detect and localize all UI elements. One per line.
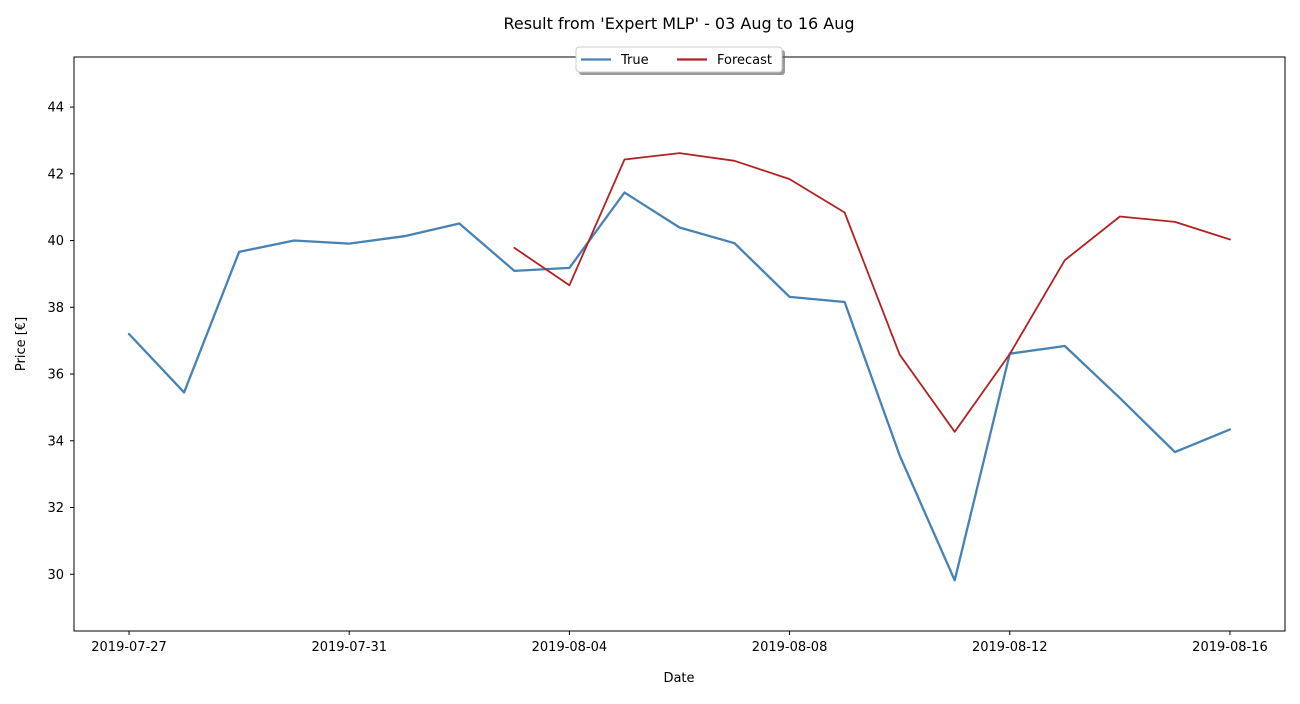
x-tick-label: 2019-08-08 [752, 640, 828, 655]
y-tick-label: 42 [47, 167, 64, 182]
x-tick-label: 2019-08-12 [972, 640, 1048, 655]
x-axis-label: Date [663, 671, 694, 686]
legend-label-forecast: Forecast [717, 53, 772, 68]
x-tick-label: 2019-07-27 [91, 640, 167, 655]
y-tick-label: 38 [47, 301, 64, 316]
x-tick-label: 2019-07-31 [311, 640, 387, 655]
legend-label-true: True [620, 53, 649, 68]
y-axis-label: Price [€] [14, 317, 29, 371]
y-tick-label: 34 [47, 434, 64, 449]
y-tick-label: 30 [47, 568, 64, 583]
y-tick-label: 32 [47, 501, 64, 516]
y-tick-label: 44 [47, 101, 64, 116]
x-tick-label: 2019-08-04 [532, 640, 608, 655]
series-line-forecast [513, 152, 1231, 433]
y-tick-label: 36 [47, 368, 64, 383]
y-tick-label: 40 [47, 234, 64, 249]
plot-area: 30 32 34 36 38 40 42 44 2019-07-27 2019-07-31 2019… [47, 46, 1286, 655]
x-tick-label: 2019-08-16 [1192, 640, 1268, 655]
series-line-true [127, 191, 1232, 582]
plot-frame [73, 56, 1286, 632]
legend: True Forecast [575, 46, 785, 75]
chart-title: Result from 'Expert MLP' - 03 Aug to 16 … [503, 14, 854, 33]
